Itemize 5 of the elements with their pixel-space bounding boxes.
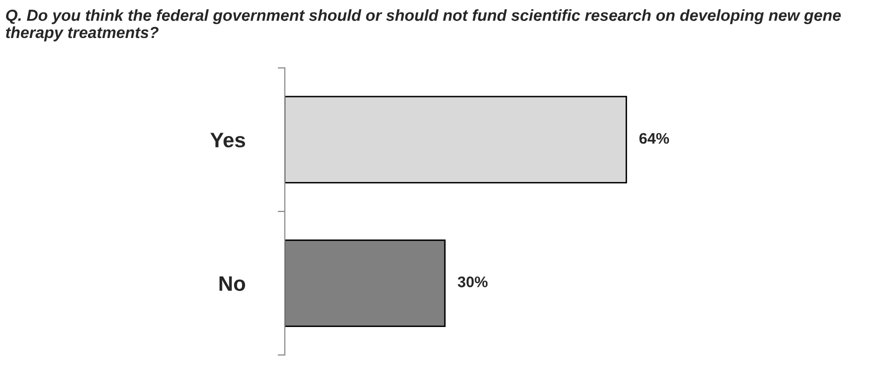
chart-title: Q. Do you think the federal government should or should not fund scientific research on developing new gene therapy treatments?	[6, 9, 841, 42]
y-tick-label: Yes	[210, 132, 246, 148]
data-label: 30%	[458, 276, 488, 288]
data-label: 64%	[639, 132, 670, 144]
y-tick-label: No	[220, 276, 246, 291]
